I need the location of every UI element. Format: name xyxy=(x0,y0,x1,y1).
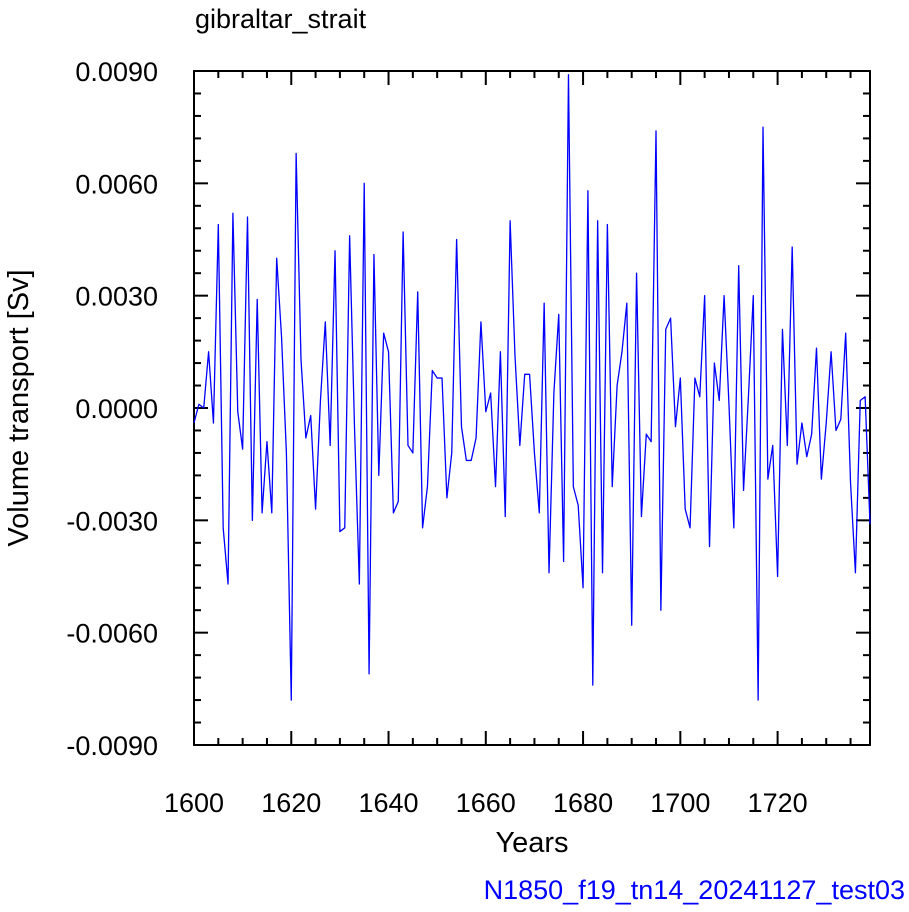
y-axis-tick-labels: -0.0090 -0.0060 -0.0030 0.0000 0.0030 0.0060 0… xyxy=(66,57,158,761)
y-tick-label: 0.0060 xyxy=(75,169,158,199)
x-tick-label: 1720 xyxy=(748,788,808,818)
y-tick-label: -0.0030 xyxy=(66,506,158,536)
y-axis-ticks xyxy=(194,70,870,746)
chart-title: gibraltar_strait xyxy=(195,4,367,34)
x-tick-label: 1620 xyxy=(261,788,321,818)
x-tick-label: 1600 xyxy=(164,788,224,818)
x-axis-label: Years xyxy=(495,827,568,859)
y-tick-label: -0.0090 xyxy=(66,731,158,761)
series-line xyxy=(193,74,871,701)
y-tick-label: -0.0060 xyxy=(66,619,158,649)
x-tick-label: 1640 xyxy=(358,788,418,818)
y-tick-label: 0.0030 xyxy=(75,282,158,312)
x-tick-label: 1680 xyxy=(553,788,613,818)
x-tick-label: 1700 xyxy=(650,788,710,818)
y-axis-label: Volume transport [Sv] xyxy=(3,269,35,546)
x-tick-label: 1660 xyxy=(456,788,516,818)
x-axis-tick-labels: 1600 1620 1640 1660 1680 1700 1720 xyxy=(164,788,808,818)
case-name-label: N1850_f19_tn14_20241127_test03 xyxy=(484,875,905,905)
y-tick-label: 0.0000 xyxy=(75,394,158,424)
x-axis-ticks xyxy=(193,71,852,745)
y-tick-label: 0.0090 xyxy=(75,57,158,87)
